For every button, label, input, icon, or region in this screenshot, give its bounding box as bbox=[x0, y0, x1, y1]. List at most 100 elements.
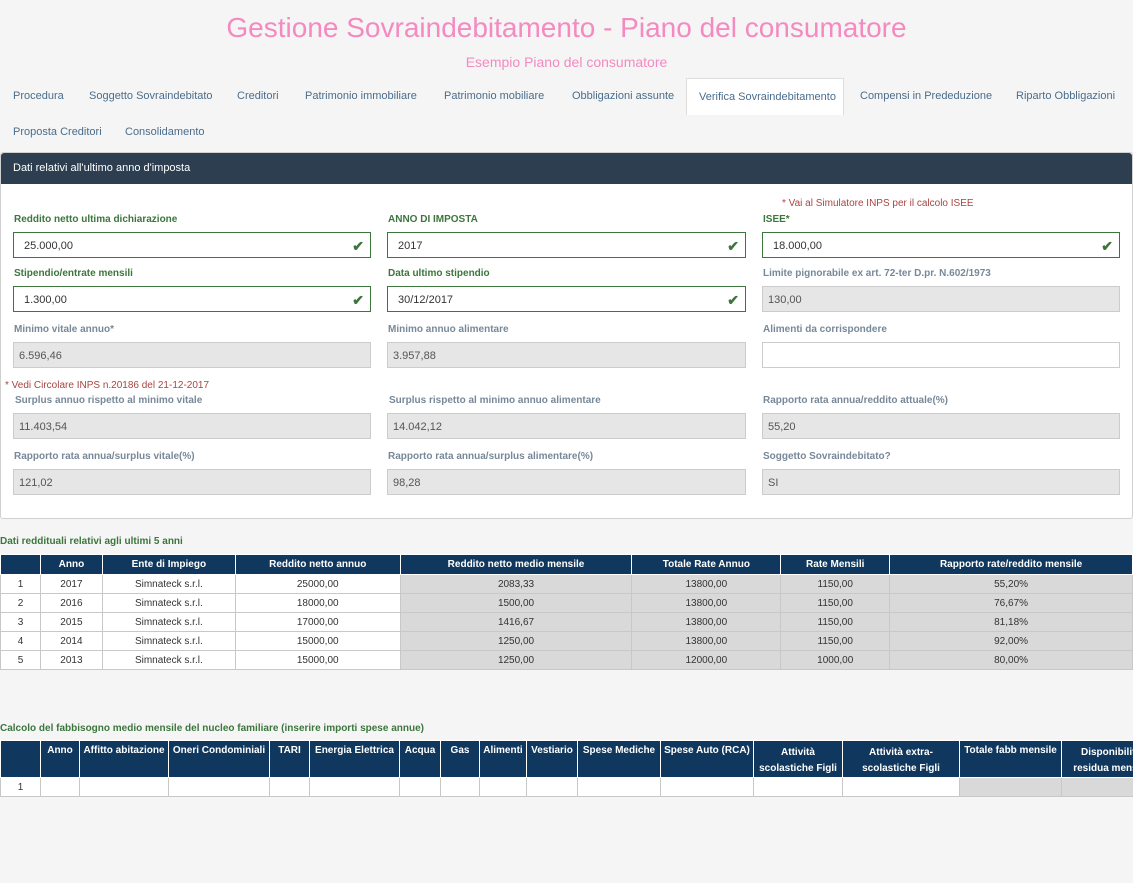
tab-soggetto-sovraindebitato[interactable]: Soggetto Sovraindebitato bbox=[89, 90, 213, 102]
table-header: Energia Elettrica bbox=[309, 740, 400, 778]
cell-ente[interactable]: Simnateck s.r.l. bbox=[101, 593, 236, 613]
row-index: 1 bbox=[0, 574, 41, 594]
row-index: 5 bbox=[0, 650, 41, 670]
cell-disponibilita bbox=[1061, 777, 1133, 797]
minimo-alimentare-label: Minimo annuo alimentare bbox=[388, 324, 509, 335]
tab-obbligazioni-assunte[interactable]: Obbligazioni assunte bbox=[572, 90, 675, 102]
table-header: Attività extra-scolastiche Figli bbox=[842, 740, 960, 778]
data-stipendio-input[interactable]: 30/12/2017 ✔ bbox=[387, 286, 746, 312]
cell-rate-mensili: 1150,00 bbox=[780, 631, 891, 651]
rapporto-reddito-field: 55,20 bbox=[762, 413, 1120, 439]
cell-oneri[interactable] bbox=[168, 777, 270, 797]
table-header: Reddito netto annuo bbox=[234, 554, 401, 575]
cell-reddito-annuo[interactable]: 18000,00 bbox=[234, 593, 401, 613]
check-icon: ✔ bbox=[1101, 238, 1113, 254]
cell-anno[interactable] bbox=[40, 777, 80, 797]
cell-reddito-annuo[interactable]: 17000,00 bbox=[234, 612, 401, 632]
cell-rapporto: 76,67% bbox=[889, 593, 1133, 613]
page-subtitle: Esempio Piano del consumatore bbox=[465, 54, 668, 70]
cell-spese-auto[interactable] bbox=[660, 777, 754, 797]
table-header: Anno bbox=[39, 554, 103, 575]
table-header bbox=[0, 554, 41, 575]
cell-reddito-annuo[interactable]: 25000,00 bbox=[234, 574, 401, 594]
cell-ente[interactable]: Simnateck s.r.l. bbox=[101, 631, 236, 651]
anno-imposta-input[interactable]: 2017 ✔ bbox=[387, 232, 746, 258]
cell-energia[interactable] bbox=[309, 777, 400, 797]
table-header: Vestiario bbox=[526, 740, 578, 778]
table-header: Attività scolastiche Figli bbox=[753, 740, 843, 778]
isee-simulator-link[interactable]: * Vai al Simulatore INPS per il calcolo … bbox=[782, 198, 974, 209]
rapporto-reddito-label: Rapporto rata annua/reddito attuale(%) bbox=[763, 395, 949, 406]
reddito-netto-input[interactable]: 25.000,00 ✔ bbox=[13, 232, 371, 258]
tab-patrimonio-mobiliare[interactable]: Patrimonio mobiliare bbox=[444, 90, 545, 102]
check-icon: ✔ bbox=[727, 292, 739, 308]
redditi-table: Anno Ente di Impiego Reddito netto annuo… bbox=[0, 554, 1133, 670]
cell-ente[interactable]: Simnateck s.r.l. bbox=[101, 574, 236, 594]
fabbisogno-table-wrapper: Anno Affitto abitazione Oneri Condominia… bbox=[0, 740, 1133, 800]
table-row: 1 2017 Simnateck s.r.l. 25000,00 2083,33… bbox=[0, 574, 1133, 594]
cell-totale-rate: 13800,00 bbox=[631, 574, 782, 594]
row-index: 2 bbox=[0, 593, 41, 613]
cell-anno[interactable]: 2014 bbox=[39, 631, 103, 651]
check-icon: ✔ bbox=[352, 292, 364, 308]
cell-spese-mediche[interactable] bbox=[577, 777, 661, 797]
tab-bar: Procedura Soggetto Sovraindebitato Credi… bbox=[0, 78, 1133, 152]
sovraindebitato-field: SI bbox=[762, 469, 1120, 495]
cell-scolastiche[interactable] bbox=[753, 777, 843, 797]
alimenti-input[interactable] bbox=[762, 342, 1120, 368]
row-index: 4 bbox=[0, 631, 41, 651]
isee-input[interactable]: 18.000,00 ✔ bbox=[762, 232, 1120, 258]
tab-consolidamento[interactable]: Consolidamento bbox=[125, 126, 205, 138]
cell-affitto[interactable] bbox=[79, 777, 169, 797]
cell-extra-scolastiche[interactable] bbox=[842, 777, 960, 797]
alimenti-label: Alimenti da corrispondere bbox=[763, 324, 887, 335]
cell-anno[interactable]: 2016 bbox=[39, 593, 103, 613]
verifica-panel: Dati relativi all'ultimo anno d'imposta … bbox=[0, 152, 1133, 519]
surplus-vitale-field: 11.403,54 bbox=[13, 413, 371, 439]
check-icon: ✔ bbox=[727, 238, 739, 254]
tab-compensi-prededuzione[interactable]: Compensi in Prededuzione bbox=[860, 90, 993, 102]
table-row: 4 2014 Simnateck s.r.l. 15000,00 1250,00… bbox=[0, 631, 1133, 651]
anno-imposta-label: ANNO DI IMPOSTA bbox=[388, 214, 478, 225]
cell-gas[interactable] bbox=[440, 777, 480, 797]
tab-patrimonio-immobiliare[interactable]: Patrimonio immobiliare bbox=[305, 90, 417, 102]
table-row: 2 2016 Simnateck s.r.l. 18000,00 1500,00… bbox=[0, 593, 1133, 613]
cell-alimenti[interactable] bbox=[479, 777, 527, 797]
cell-acqua[interactable] bbox=[399, 777, 441, 797]
tab-procedura[interactable]: Procedura bbox=[13, 90, 64, 102]
minimo-alimentare-field: 3.957,88 bbox=[387, 342, 746, 368]
cell-anno[interactable]: 2013 bbox=[39, 650, 103, 670]
tab-riparto-obbligazioni[interactable]: Riparto Obbligazioni bbox=[1016, 90, 1116, 102]
page-title: Gestione Sovraindebitamento - Piano del … bbox=[226, 12, 907, 43]
cell-tari[interactable] bbox=[269, 777, 310, 797]
tab-proposta-creditori[interactable]: Proposta Creditori bbox=[13, 126, 102, 138]
cell-anno[interactable]: 2015 bbox=[39, 612, 103, 632]
tab-verifica-sovraindebitamento[interactable]: Verifica Sovraindebitamento bbox=[686, 78, 844, 115]
table-header: Anno bbox=[40, 740, 80, 778]
cell-ente[interactable]: Simnateck s.r.l. bbox=[101, 612, 236, 632]
tab-creditori[interactable]: Creditori bbox=[237, 90, 279, 102]
cell-rate-mensili: 1150,00 bbox=[780, 612, 891, 632]
cell-reddito-mensile: 1250,00 bbox=[399, 631, 633, 651]
minimo-vitale-field: 6.596,46 bbox=[13, 342, 371, 368]
table-header bbox=[0, 740, 41, 778]
cell-reddito-mensile: 1500,00 bbox=[399, 593, 633, 613]
table-header: Rapporto rate/reddito mensile bbox=[889, 554, 1133, 575]
check-icon: ✔ bbox=[352, 238, 364, 254]
cell-ente[interactable]: Simnateck s.r.l. bbox=[101, 650, 236, 670]
cell-rapporto: 80,00% bbox=[889, 650, 1133, 670]
cell-rapporto: 55,20% bbox=[889, 574, 1133, 594]
cell-totale-rate: 13800,00 bbox=[631, 612, 782, 632]
stipendio-input[interactable]: 1.300,00 ✔ bbox=[13, 286, 371, 312]
table-header: Affitto abitazione bbox=[79, 740, 169, 778]
cell-rate-mensili: 1150,00 bbox=[780, 593, 891, 613]
table-row: 1 bbox=[0, 777, 1133, 797]
cell-reddito-annuo[interactable]: 15000,00 bbox=[234, 650, 401, 670]
cell-reddito-annuo[interactable]: 15000,00 bbox=[234, 631, 401, 651]
table-header: Totale Rate Annuo bbox=[631, 554, 782, 575]
cell-anno[interactable]: 2017 bbox=[39, 574, 103, 594]
limite-pignorabile-label: Limite pignorabile ex art. 72-ter D.pr. … bbox=[763, 268, 991, 279]
surplus-alimentare-label: Surplus rispetto al minimo annuo aliment… bbox=[389, 395, 601, 406]
cell-vestiario[interactable] bbox=[526, 777, 578, 797]
minimo-vitale-label: Minimo vitale annuo* bbox=[14, 324, 115, 335]
